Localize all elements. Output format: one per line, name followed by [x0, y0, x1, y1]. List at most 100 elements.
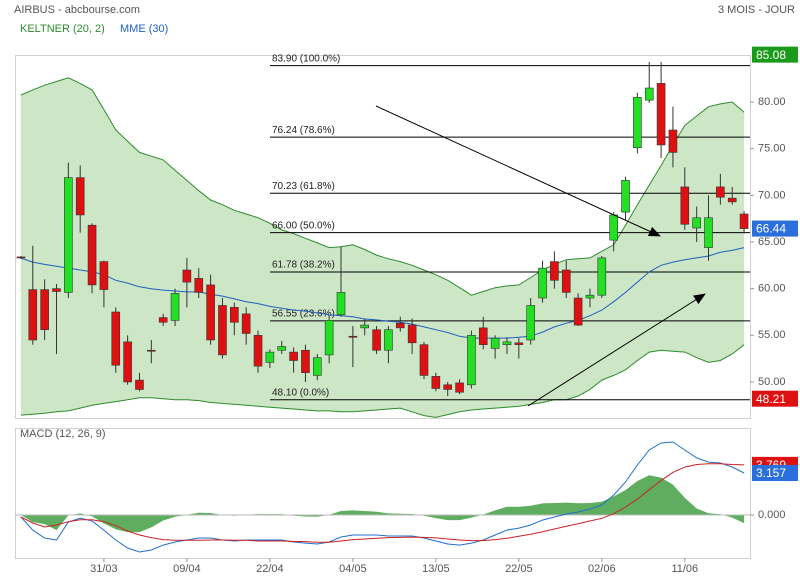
candle-body: [573, 297, 583, 326]
chart-subtitle: 3 MOIS - JOUR: [718, 4, 795, 16]
candle-body: [550, 261, 559, 281]
trend-arrows: [375, 105, 706, 407]
mme-line: [20, 247, 745, 339]
candle-body: [52, 288, 61, 292]
keltner-band: [20, 77, 745, 418]
legend-mme: MME (30): [120, 23, 168, 35]
candle-body: [28, 289, 38, 341]
arrow: [375, 105, 661, 237]
x-tick-label: 31/03: [90, 563, 118, 575]
candle-body: [111, 311, 121, 366]
candle-body: [739, 213, 749, 229]
y-tick-label: 55.00: [758, 329, 786, 341]
x-tick-label: 13/05: [422, 563, 450, 575]
candle-body: [609, 214, 618, 241]
candle-body: [561, 269, 571, 293]
candle-body: [241, 313, 251, 334]
y-tick-label: 60.00: [758, 283, 786, 295]
price-marker: [752, 46, 798, 63]
candle-body: [407, 324, 417, 344]
macd-title: MACD (12, 26, 9): [20, 428, 106, 440]
candle-body: [633, 97, 642, 149]
candle-body: [727, 197, 737, 203]
candle-body: [16, 256, 26, 259]
candle-body: [668, 129, 678, 153]
candle-body: [692, 217, 701, 229]
keltner-lower: [20, 344, 745, 418]
candle-body: [253, 335, 263, 367]
candle-body: [431, 376, 441, 389]
candle-body: [194, 278, 204, 293]
fibonacci-label: 56.55 (23.6%): [272, 308, 335, 319]
fibonacci-label: 66.00 (50.0%): [272, 220, 335, 231]
price-marker: [752, 465, 798, 482]
candle-body: [218, 305, 227, 356]
candle-body: [514, 342, 524, 345]
y-tick-label: 80.00: [758, 96, 786, 108]
candle-body: [478, 327, 488, 345]
macd-panel: [15, 428, 751, 559]
x-tick-label: 09/04: [173, 563, 201, 575]
candle-body: [147, 349, 156, 352]
fibonacci-label: 76.24 (78.6%): [272, 125, 335, 136]
candle-body: [182, 269, 192, 283]
candle-body: [324, 320, 334, 356]
candle-body: [372, 329, 381, 351]
candle-body: [621, 180, 630, 213]
y-tick-label: 75.00: [758, 143, 786, 155]
legend-keltner: KELTNER (20, 2): [20, 23, 105, 35]
candle-body: [158, 317, 168, 323]
y-tick-label: 0.000: [758, 509, 786, 521]
candle-body: [289, 351, 298, 361]
x-tick-label: 02/06: [588, 563, 616, 575]
candle-body: [135, 379, 144, 390]
price-marker: [752, 220, 798, 237]
candle-body: [395, 322, 405, 329]
y-tick-label: 65.00: [758, 236, 786, 248]
fibonacci-label: 83.90 (100.0%): [272, 53, 340, 64]
candle-body: [502, 341, 512, 345]
candle-body: [230, 307, 239, 323]
x-tick-label: 11/06: [671, 563, 698, 575]
price-marker-label: 3.157: [756, 466, 786, 480]
candle-body: [312, 357, 322, 376]
macd-line: [20, 441, 745, 553]
fibonacci-label: 48.10 (0.0%): [272, 387, 329, 398]
y-tick-label: 50.00: [758, 376, 786, 388]
candle-body: [265, 351, 275, 363]
candle-body: [526, 305, 535, 341]
candle-body: [170, 293, 180, 321]
candle-body: [123, 341, 132, 383]
candle-body: [75, 177, 85, 216]
candle-body: [40, 289, 49, 331]
candle-body: [680, 186, 690, 225]
candle-body: [656, 83, 666, 146]
candle-body: [419, 344, 429, 376]
candle-body: [455, 382, 464, 393]
fibonacci-label: 61.78 (38.2%): [272, 260, 335, 271]
candle-body: [360, 324, 370, 329]
arrow: [527, 293, 706, 407]
x-tick-label: 22/05: [505, 563, 533, 575]
candle-body: [87, 224, 97, 286]
chart-title: AIRBUS - abcbourse.com: [14, 4, 140, 16]
candle-body: [277, 346, 287, 351]
candle-body: [348, 335, 358, 338]
candle-body: [597, 257, 607, 296]
candle-body: [336, 292, 346, 316]
keltner-upper: [20, 77, 745, 296]
price-marker-label: 66.44: [756, 222, 786, 236]
price-marker: [752, 390, 798, 407]
candle-body: [490, 337, 500, 349]
candle-body: [585, 294, 595, 299]
x-tick-label: 22/04: [256, 563, 284, 575]
candle-body: [301, 349, 310, 373]
candle-body: [704, 217, 713, 248]
macd-histogram: [20, 475, 745, 533]
candle-body: [467, 335, 476, 386]
candle-body: [716, 186, 725, 198]
candle-body: [443, 384, 453, 390]
price-marker-label: 48.21: [756, 392, 786, 406]
candle-body: [644, 87, 654, 101]
